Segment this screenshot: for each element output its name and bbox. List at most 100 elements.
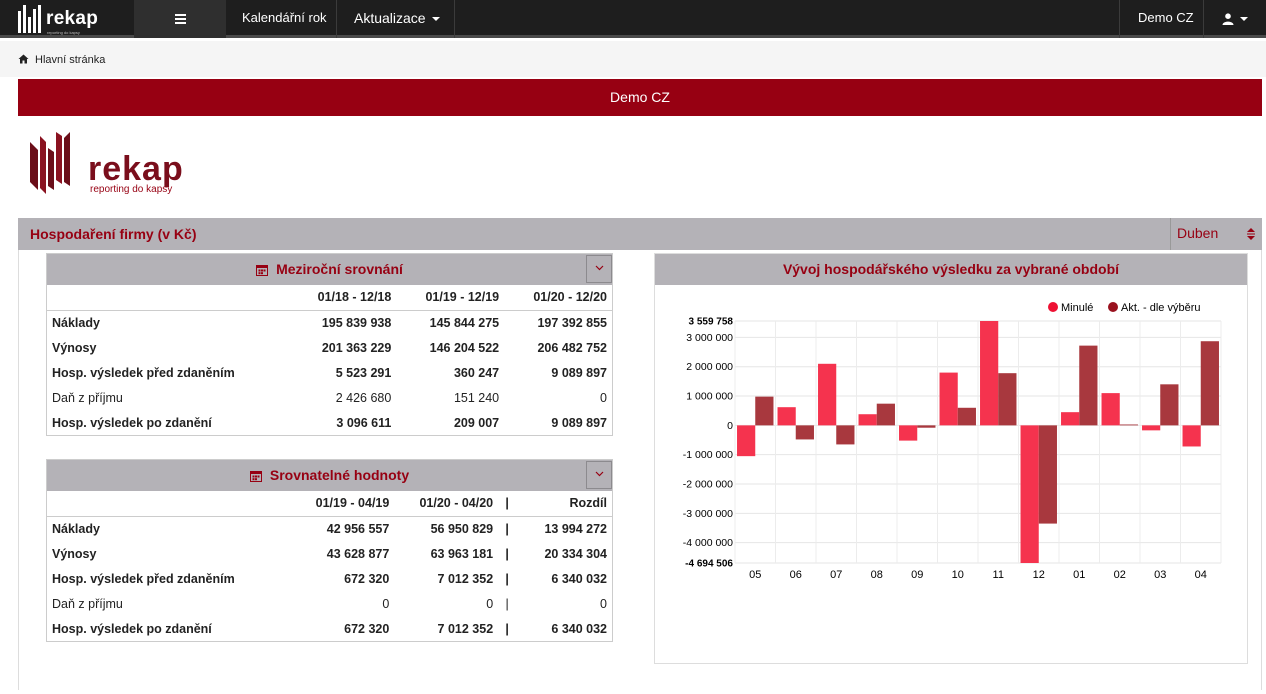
company-banner: Demo CZ	[18, 79, 1262, 116]
bar-previous	[858, 414, 877, 426]
table-row: Hosp. výsledek před zdaněním 672 320 7 012…	[52, 571, 607, 586]
bar-current	[1200, 341, 1219, 426]
chevron-down-icon	[595, 265, 603, 271]
x-tick-label: 01	[1073, 569, 1085, 581]
result-bar-chart: 3 559 758 3 000 000 2 000 000 1 000 000 0 -1 …	[683, 302, 1222, 581]
bar-current	[876, 403, 895, 426]
comparable-collapse-button[interactable]	[586, 461, 612, 489]
y-tick-label: 1 000 000	[686, 391, 733, 403]
y-tick-label: -2 000 000	[683, 479, 733, 491]
chart-title: Vývoj hospodářského výsledku za vybrané …	[655, 254, 1247, 285]
bar-previous	[1142, 425, 1161, 431]
period-select[interactable]: Duben	[1170, 218, 1262, 250]
column-header: 01/18 - 12/18	[296, 285, 397, 311]
yoy-panel: Meziroční srovnání 01/18 - 12/18 01/19 -…	[46, 253, 613, 436]
top-navbar: rekap reporting do kapsy Kalendářní rok …	[0, 0, 1266, 38]
table-row: Hosp. výsledek po zdanění 672 320 7 012 35…	[52, 621, 607, 636]
caret-down-icon	[1240, 16, 1248, 21]
column-separator: |	[498, 491, 517, 517]
brand-bars-icon	[18, 5, 42, 33]
legend-label: Minulé	[1061, 302, 1093, 314]
bar-previous	[818, 363, 837, 426]
column-header: 01/19 - 12/19	[396, 285, 505, 311]
legend-label: Akt. - dle výběru	[1121, 302, 1200, 314]
bar-current	[957, 407, 976, 426]
bar-previous	[980, 321, 999, 426]
nav-update-label: Aktualizace	[354, 10, 426, 26]
period-value: Duben	[1177, 225, 1219, 241]
column-header: 01/19 - 04/19	[292, 491, 395, 517]
bar-previous	[1061, 412, 1080, 426]
y-tick-label: -4 694 506	[685, 559, 733, 570]
bar-previous	[1182, 425, 1201, 447]
bar-previous	[1020, 425, 1039, 563]
chart-panel: Vývoj hospodářského výsledku za vybrané …	[654, 253, 1248, 664]
menu-toggle-button[interactable]	[134, 0, 226, 38]
nav-calendar-year[interactable]: Kalendářní rok	[242, 10, 327, 25]
y-tick-label: 3 559 758	[689, 317, 734, 328]
section-header: Hospodaření firmy (v Kč) Duben	[18, 218, 1262, 250]
yoy-table: 01/18 - 12/18 01/19 - 12/19 01/20 - 12/2…	[47, 285, 612, 435]
breadcrumb-home-link[interactable]: Hlavní stránka	[35, 54, 106, 66]
table-row: Náklady 195 839 938 145 844 275 197 392 855	[52, 315, 607, 330]
calendar-icon	[256, 265, 269, 277]
caret-down-icon	[431, 17, 440, 22]
nav-update-dropdown[interactable]: Aktualizace	[340, 0, 454, 38]
y-tick-label: 3 000 000	[686, 332, 733, 344]
table-row: Hosp. výsledek po zdanění 3 096 611 209 00…	[52, 415, 607, 430]
column-header: 01/20 - 12/20	[504, 285, 612, 311]
table-row: Výnosy 201 363 229 146 204 522 206 482 752	[52, 340, 607, 355]
section-body	[18, 250, 1262, 690]
x-tick-label: 05	[749, 569, 761, 581]
bar-current	[1038, 425, 1057, 524]
logo-bars-icon	[30, 132, 70, 194]
legend-marker	[1108, 302, 1118, 312]
x-tick-label: 06	[790, 569, 802, 581]
table-row: Výnosy 43 628 877 63 963 181 | 20 334 304	[52, 546, 607, 561]
brand-subtitle: reporting do kapsy	[47, 30, 80, 35]
sort-arrows-icon	[1247, 228, 1255, 240]
comparable-title: Srovnatelné hodnoty	[269, 467, 410, 483]
bar-current	[917, 425, 936, 428]
bar-previous	[777, 407, 796, 426]
y-tick-label: -4 000 000	[683, 537, 733, 549]
bar-current	[755, 396, 774, 426]
x-tick-label: 03	[1154, 569, 1166, 581]
calendar-icon	[249, 471, 262, 483]
user-menu-button[interactable]	[1208, 0, 1262, 38]
breadcrumb: Hlavní stránka	[0, 41, 1266, 77]
section-title: Hospodaření firmy (v Kč)	[30, 226, 197, 242]
y-tick-label: 0	[727, 420, 733, 432]
bar-current	[836, 425, 855, 445]
hamburger-icon	[174, 12, 186, 26]
yoy-panel-header: Meziroční srovnání	[47, 254, 612, 285]
bar-current	[1160, 384, 1179, 426]
brand-name: rekap	[46, 8, 99, 29]
x-tick-label: 02	[1114, 569, 1126, 581]
comparable-table: 01/19 - 04/19 01/20 - 04/20 | Rozdíl Nák…	[47, 491, 612, 641]
yoy-collapse-button[interactable]	[586, 255, 612, 283]
y-tick-label: 2 000 000	[686, 361, 733, 373]
comparable-panel-header: Srovnatelné hodnoty	[47, 460, 612, 491]
column-header: 01/20 - 04/20	[394, 491, 499, 517]
table-row: Daň z příjmu 2 426 680 151 240 0	[52, 390, 607, 405]
home-icon	[18, 54, 29, 64]
y-tick-label: -1 000 000	[683, 449, 733, 461]
x-tick-label: 07	[830, 569, 842, 581]
yoy-title: Meziroční srovnání	[276, 261, 403, 277]
bar-current	[1119, 424, 1138, 426]
table-row: Hosp. výsledek před zdaněním 5 523 291 360…	[52, 365, 607, 380]
nav-company[interactable]: Demo CZ	[1138, 10, 1194, 25]
x-tick-label: 08	[871, 569, 883, 581]
x-tick-label: 04	[1195, 569, 1207, 581]
column-header: Rozdíl	[516, 491, 612, 517]
x-tick-label: 11	[993, 569, 1004, 581]
user-icon	[1222, 12, 1234, 25]
legend-marker	[1048, 302, 1058, 312]
bar-previous	[1101, 393, 1120, 426]
bar-previous	[939, 372, 958, 426]
brand-logo[interactable]: rekap reporting do kapsy	[18, 5, 98, 35]
table-row: Náklady 42 956 557 56 950 829 | 13 994 272	[52, 521, 607, 536]
x-tick-label: 12	[1033, 569, 1045, 581]
x-tick-label: 09	[911, 569, 923, 581]
